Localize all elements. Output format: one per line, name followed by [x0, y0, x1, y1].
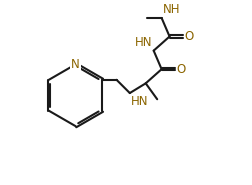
- Text: O: O: [184, 30, 194, 43]
- Text: HN: HN: [131, 95, 148, 108]
- Text: NH: NH: [163, 3, 180, 16]
- Text: HN: HN: [135, 36, 152, 49]
- Text: O: O: [176, 63, 185, 76]
- Text: N: N: [71, 58, 80, 71]
